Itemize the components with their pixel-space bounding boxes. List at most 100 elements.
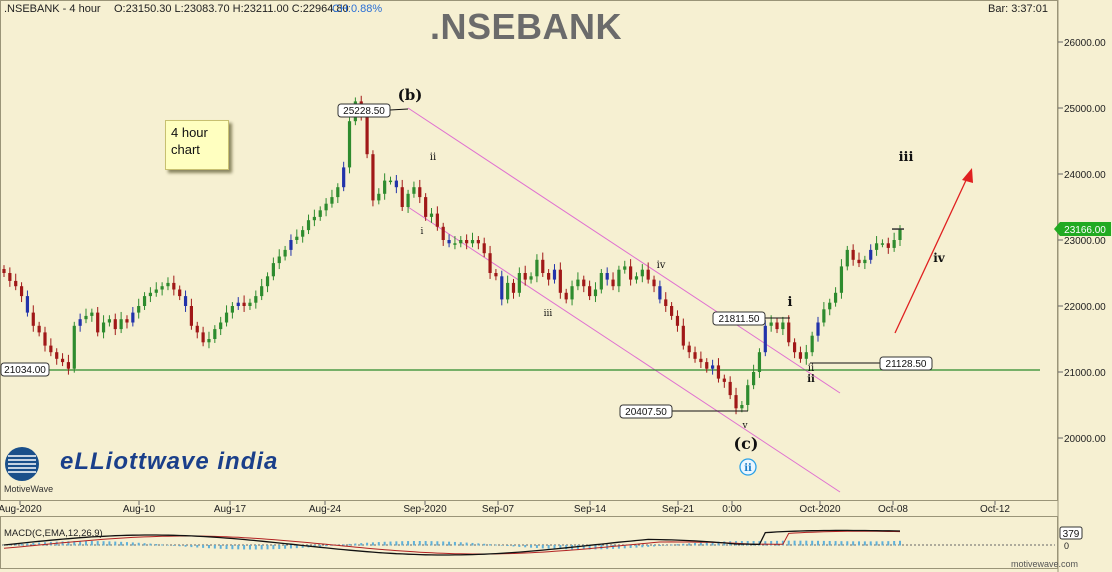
candle-body [792,342,797,353]
price-pane-frame [0,0,1058,501]
macd-histogram-bar [653,545,656,547]
candle-body [324,203,328,211]
macd-histogram-bar [459,542,462,546]
candle-body [570,286,574,300]
macd-histogram-bar [776,540,779,546]
macd-histogram-bar [477,543,480,546]
macd-histogram-bar [172,545,175,546]
candle-body [236,302,240,306]
wave-label: i [788,295,793,310]
candle-body [623,266,627,270]
macd-value: 379 [1063,529,1080,540]
candle-body [588,286,592,297]
candle-body [336,187,340,198]
candle-body [49,345,53,353]
candle-body [470,240,475,244]
candle-body [230,306,234,313]
candle-body [453,243,457,245]
macd-histogram-bar [629,545,632,549]
candle-body [506,282,510,300]
macd-histogram-bar [547,545,550,549]
macd-histogram-bar [202,545,205,548]
candle-body [160,286,164,290]
macd-histogram-bar [647,545,650,547]
candle-body [769,322,773,326]
x-tick-label: Aug-17 [214,504,247,515]
macd-histogram-bar [541,545,544,549]
x-tick-label: Sep-07 [482,504,515,515]
macd-histogram-bar [705,542,708,546]
candle-body [617,269,621,287]
candle-body [25,296,30,313]
candle-body [541,259,545,273]
candle-body [43,332,47,346]
macd-histogram-bar [196,545,199,548]
last-price-label: 23166.00 [1064,225,1106,236]
macd-histogram-bar [799,540,802,546]
candle-body [675,315,680,326]
wave-circle-marker [739,458,757,476]
macd-histogram-bar [366,542,369,546]
candle-body [248,302,252,306]
candle-body [740,405,744,409]
x-tick-label: Oct-12 [980,504,1010,515]
candle-body [898,229,902,240]
ohlc-readout: O:23150.30 L:23083.70 H:23211.00 C:22964… [114,3,349,15]
macd-histogram-bar [272,545,275,550]
macd-histogram-bar [371,542,374,546]
candle-body [605,273,609,280]
candle-body [494,273,498,277]
candle-body [482,243,486,254]
candle-body [137,306,141,313]
x-tick-label: Aug-2020 [0,504,42,515]
candle-body [195,325,199,333]
x-tick-label: Sep-21 [662,504,695,515]
candle-body [670,306,674,316]
macd-histogram-bar [512,545,515,547]
wave-label: ii [808,363,814,374]
candle-body [435,213,439,227]
macd-histogram-bar [14,544,17,546]
candle-body [798,352,803,359]
candle-body [447,240,451,244]
candle-body [810,335,814,353]
macd-histogram-bar [401,541,404,546]
candle-body [406,193,410,207]
candle-body [2,269,6,273]
macd-histogram-bar [506,545,509,547]
candle-body [383,180,387,194]
macd-pane-frame [0,516,1058,569]
macd-histogram-bar [114,541,117,546]
macd-histogram-bar [852,541,855,546]
y-tick-label: 22000.00 [1064,302,1106,313]
candle-body [552,269,557,280]
y-tick-label: 24000.00 [1064,170,1106,181]
y-tick-label: 20000.00 [1064,434,1106,445]
macd-histogram-bar [559,545,562,550]
macd-histogram-bar [254,545,257,550]
macd-histogram-bar [131,542,134,546]
candle-body [131,312,135,323]
macd-histogram-bar [137,542,140,546]
candle-body [271,263,275,277]
macd-histogram-bar [793,540,796,546]
candle-body [113,319,117,330]
candle-body [412,187,416,194]
candle-body [775,322,779,330]
candle-body [107,319,112,323]
macd-histogram-bar [207,545,210,549]
price-label-box [0,362,50,377]
candle-body [886,243,890,248]
candle-body [716,365,721,379]
x-tick-label: 0:00 [722,504,742,515]
candle-body [394,180,398,188]
candle-body [219,322,223,330]
macd-histogram-bar [3,545,5,546]
macd-histogram-bar [688,543,691,546]
macd-histogram-bar [32,542,35,546]
price-label-box [337,103,391,118]
candle-body [429,213,434,217]
macd-histogram-bar [260,545,263,550]
macd-histogram-bar [143,543,146,546]
